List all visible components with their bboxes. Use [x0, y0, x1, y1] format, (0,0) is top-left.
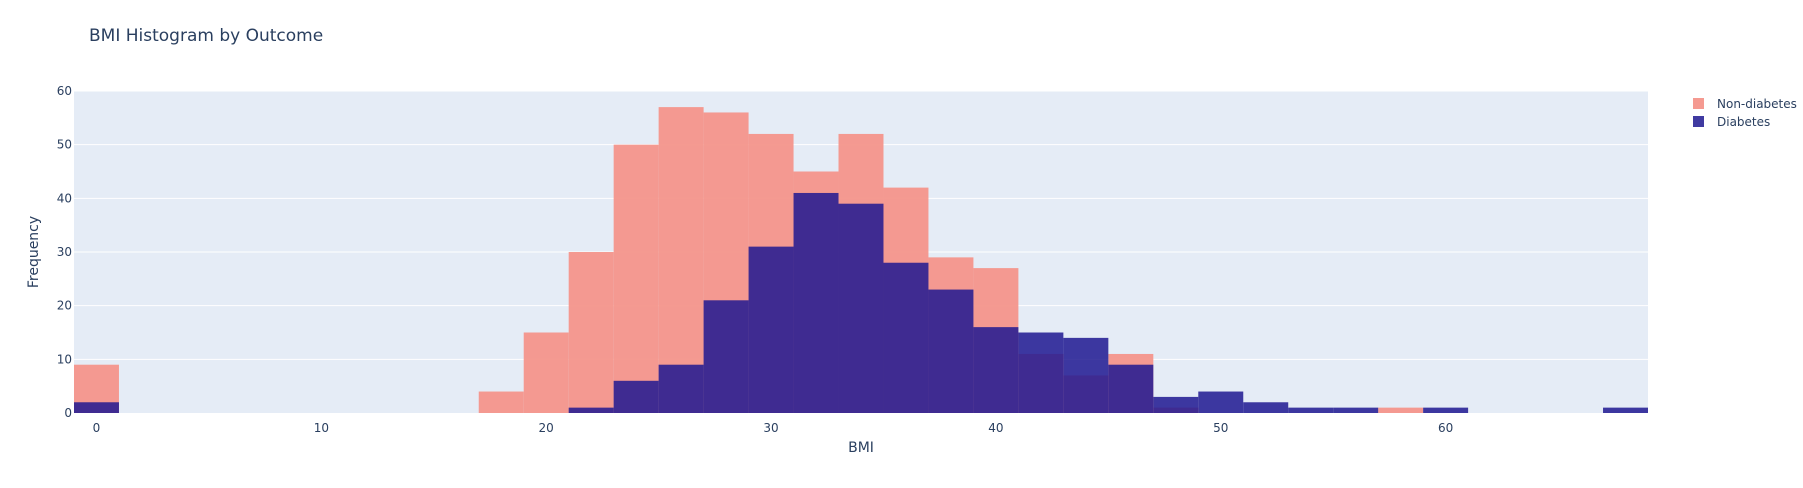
y-tick-label: 10	[57, 352, 72, 366]
bar-diabetes	[613, 380, 659, 413]
legend[interactable]: Non-diabetes Diabetes	[1693, 97, 1797, 129]
bar-non-diabetes	[568, 252, 614, 413]
x-tick-label: 60	[1438, 421, 1453, 435]
bar-diabetes	[1288, 407, 1334, 413]
bar-non-diabetes	[1378, 407, 1424, 413]
y-tick-label: 0	[64, 406, 72, 420]
bar-non-diabetes	[523, 332, 569, 413]
legend-label: Diabetes	[1717, 115, 1770, 129]
legend-label: Non-diabetes	[1717, 97, 1797, 111]
y-tick-label: 20	[57, 299, 72, 313]
bar-non-diabetes	[658, 107, 704, 413]
bar-diabetes	[1153, 396, 1199, 413]
legend-item-diabetes[interactable]: Diabetes	[1693, 115, 1770, 129]
x-tick-label: 20	[539, 421, 554, 435]
bar-diabetes	[1018, 332, 1064, 413]
bar-diabetes	[793, 192, 839, 413]
bar-diabetes	[973, 327, 1019, 413]
x-axis-ticks: 0 10 20 30 40 50 60	[93, 421, 1454, 435]
legend-swatch	[1693, 98, 1704, 109]
x-tick-label: 0	[93, 421, 101, 435]
y-tick-label: 40	[57, 191, 72, 205]
bar-diabetes	[883, 262, 929, 413]
y-tick-label: 30	[57, 245, 72, 259]
legend-swatch	[1693, 116, 1704, 127]
y-axis-title: Frequency	[26, 216, 42, 288]
x-tick-label: 40	[988, 421, 1003, 435]
x-tick-label: 10	[314, 421, 329, 435]
bar-diabetes	[1063, 337, 1109, 413]
bar-diabetes	[1333, 407, 1379, 413]
bar-diabetes	[568, 407, 614, 413]
bar-diabetes	[1243, 402, 1289, 413]
bar-diabetes	[1108, 364, 1154, 413]
bar-diabetes	[74, 402, 119, 413]
bar-diabetes	[748, 246, 794, 413]
bar-non-diabetes	[613, 144, 659, 413]
y-tick-label: 50	[57, 138, 72, 152]
x-tick-label: 50	[1213, 421, 1228, 435]
y-tick-label: 60	[57, 84, 72, 98]
bar-diabetes	[658, 364, 704, 413]
bar-diabetes	[703, 300, 749, 413]
legend-item-non-diabetes[interactable]: Non-diabetes	[1693, 97, 1797, 111]
bar-diabetes	[1198, 391, 1244, 413]
bars	[74, 107, 1648, 413]
bar-diabetes	[1603, 407, 1648, 413]
chart-title: BMI Histogram by Outcome	[89, 26, 324, 46]
x-axis-title: BMI	[848, 440, 874, 456]
bar-non-diabetes	[478, 391, 524, 413]
bar-diabetes	[928, 289, 974, 413]
y-axis-ticks: 0 10 20 30 40 50 60	[57, 84, 72, 420]
bar-diabetes	[838, 203, 884, 413]
bar-diabetes	[1423, 407, 1469, 413]
x-tick-label: 30	[763, 421, 778, 435]
